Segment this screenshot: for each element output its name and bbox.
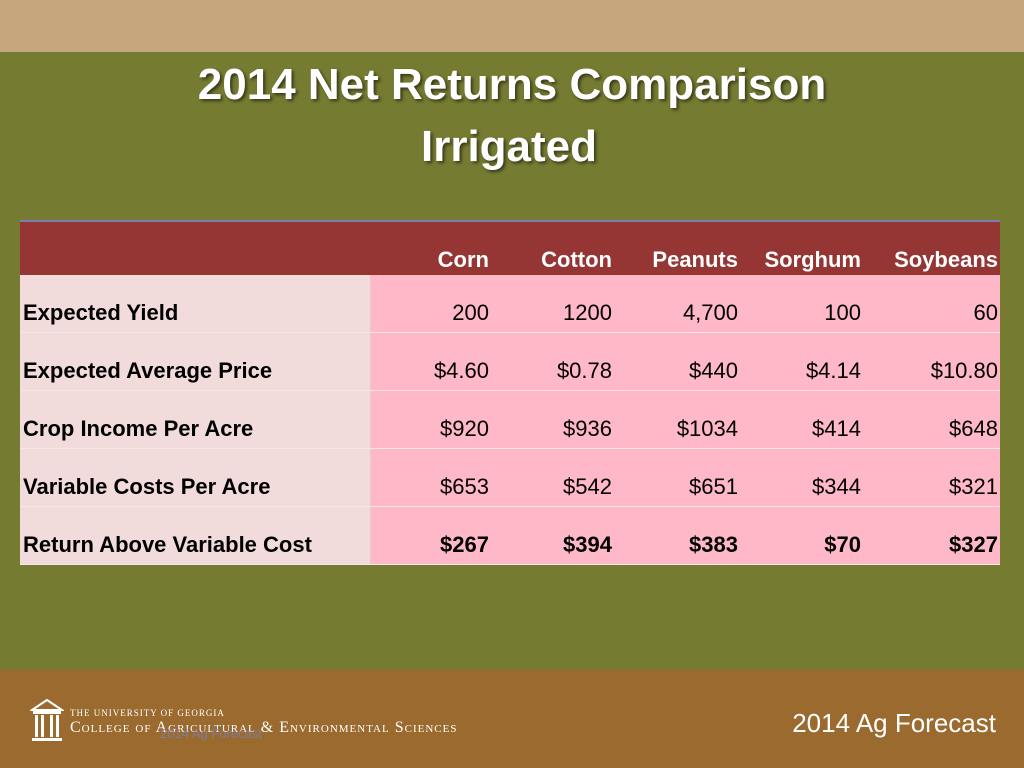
table-header-row: Corn Cotton Peanuts Sorghum Soybeans <box>20 220 1000 275</box>
row-label: Expected Average Price <box>20 332 371 391</box>
table-cell: $394 <box>491 506 614 565</box>
column-header: Corn <box>370 220 491 275</box>
table-cell: $920 <box>370 390 491 449</box>
title-line-1: 2014 Net Returns Comparison <box>197 60 827 109</box>
table-cell: $4.60 <box>370 332 491 391</box>
arch-logo-icon <box>30 698 64 741</box>
slide-title: 2014 Net Returns Comparison Irrigated <box>0 52 1024 178</box>
table-cell: $383 <box>614 506 740 565</box>
column-header: Cotton <box>491 220 614 275</box>
table-cell: 4,700 <box>614 275 740 333</box>
table-cell: $327 <box>863 506 1000 565</box>
table-cell: $648 <box>863 390 1000 449</box>
forecast-label: 2014 Ag Forecast <box>792 708 996 738</box>
ghost-footer-text: 2014 Ag Forecast <box>160 726 262 741</box>
column-header: Soybeans <box>863 220 1000 275</box>
table-cell: $70 <box>740 506 863 565</box>
row-label: Return Above Variable Cost <box>20 506 371 565</box>
table-cell: $4.14 <box>740 332 863 391</box>
table-cell: $321 <box>863 448 1000 507</box>
table-row: Expected Yield 200 1200 4,700 100 60 <box>20 275 1000 333</box>
table-cell: 200 <box>370 275 491 333</box>
table-cell: $0.78 <box>491 332 614 391</box>
table-row: Return Above Variable Cost $267 $394 $38… <box>20 506 1000 565</box>
table-row: Expected Average Price $4.60 $0.78 $440 … <box>20 332 1000 391</box>
table-cell: 100 <box>740 275 863 333</box>
table-cell: $440 <box>614 332 740 391</box>
row-label: Variable Costs Per Acre <box>20 448 371 507</box>
table-row: Crop Income Per Acre $920 $936 $1034 $41… <box>20 390 1000 449</box>
table-cell: 60 <box>863 275 1000 333</box>
row-label: Expected Yield <box>20 275 371 333</box>
table-cell: $651 <box>614 448 740 507</box>
university-name: THE UNIVERSITY OF GEORGIA <box>70 708 225 718</box>
footer-band: THE UNIVERSITY OF GEORGIA College of Agr… <box>0 670 1024 768</box>
table-cell: $414 <box>740 390 863 449</box>
table-cell: $344 <box>740 448 863 507</box>
top-band <box>0 0 1024 52</box>
title-line-2: Irrigated <box>420 122 598 171</box>
table-cell: $542 <box>491 448 614 507</box>
table-cell: $1034 <box>614 390 740 449</box>
net-returns-table: Corn Cotton Peanuts Sorghum Soybeans Exp… <box>20 220 1000 565</box>
table-cell: $267 <box>370 506 491 565</box>
column-header: Peanuts <box>614 220 740 275</box>
table-cell: $10.80 <box>863 332 1000 391</box>
table-cell: $653 <box>370 448 491 507</box>
college-name: College of Agricultural & Environmental … <box>70 719 458 736</box>
table-cell: 1200 <box>491 275 614 333</box>
row-label: Crop Income Per Acre <box>20 390 371 449</box>
table-row: Variable Costs Per Acre $653 $542 $651 $… <box>20 448 1000 507</box>
column-header: Sorghum <box>740 220 863 275</box>
header-empty-cell <box>20 220 370 275</box>
table-cell: $936 <box>491 390 614 449</box>
